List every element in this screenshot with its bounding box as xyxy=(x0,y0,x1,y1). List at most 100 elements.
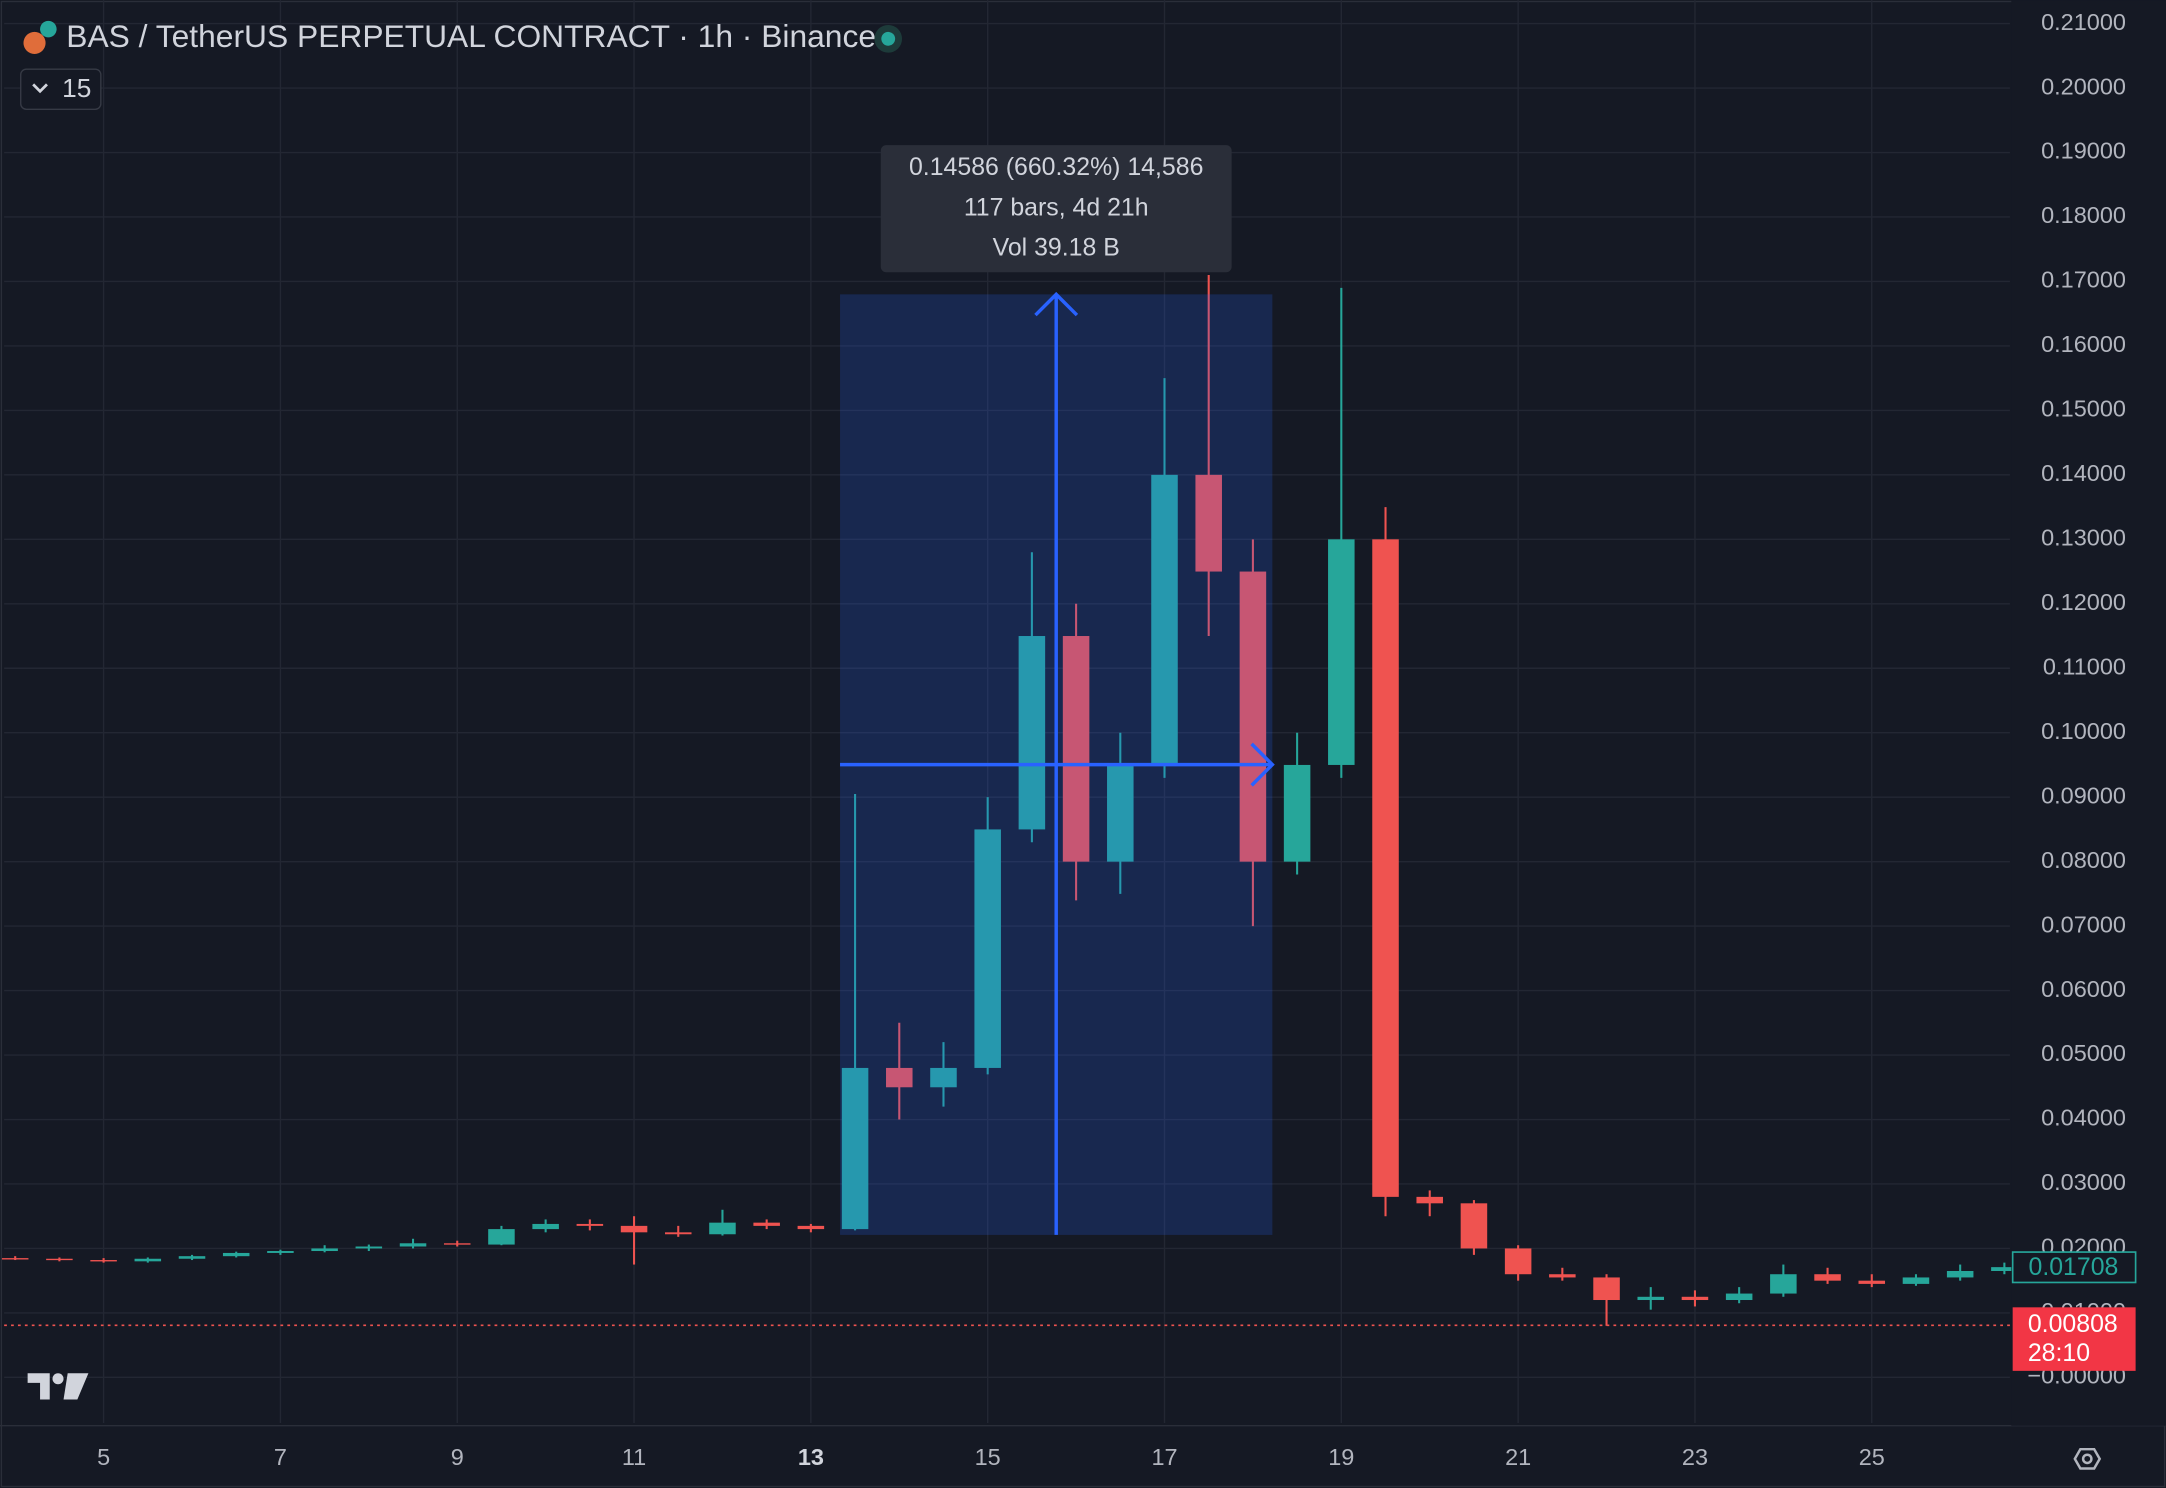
measure-tooltip xyxy=(880,145,1232,273)
candle-body xyxy=(620,1225,648,1233)
y-tick-label: 0.10000 xyxy=(2041,718,2126,744)
candle-body xyxy=(1593,1277,1620,1301)
candle-body xyxy=(46,1258,73,1261)
candle-body xyxy=(532,1223,559,1230)
y-tick-label: 0.08000 xyxy=(2041,847,2126,873)
candle-body xyxy=(267,1251,294,1253)
candle-body xyxy=(1681,1296,1709,1301)
candle-body xyxy=(134,1258,162,1262)
candle-body xyxy=(664,1232,692,1235)
mark-price-label: 0.00808 xyxy=(2028,1310,2118,1338)
y-tick-label: 0.21000 xyxy=(2041,9,2126,35)
candle-body xyxy=(886,1067,913,1088)
logo-part xyxy=(27,1373,50,1400)
y-tick-label: 0.16000 xyxy=(2041,331,2126,357)
x-tick-label: 11 xyxy=(622,1444,646,1470)
candle-body xyxy=(1549,1274,1576,1278)
candle-body xyxy=(709,1222,736,1235)
settings-button[interactable] xyxy=(2073,1447,2102,1470)
y-tick-label: 0.05000 xyxy=(2041,1040,2126,1066)
candle-body xyxy=(576,1223,604,1226)
y-tick-label: 0.17000 xyxy=(2041,267,2126,293)
x-tick-label: 25 xyxy=(1859,1444,1885,1470)
candle-body xyxy=(1637,1296,1665,1301)
indicators-count[interactable]: 15 xyxy=(62,73,91,103)
x-tick-label: 17 xyxy=(1151,1444,1177,1470)
candle-body xyxy=(1725,1293,1753,1301)
candle-body xyxy=(1195,474,1222,572)
y-tick-label: 0.11000 xyxy=(2043,653,2126,679)
x-tick-label: 9 xyxy=(451,1444,464,1470)
candle-body xyxy=(90,1260,117,1262)
candle-body xyxy=(1504,1248,1532,1275)
candle-body xyxy=(1062,636,1090,862)
price-axis-bg xyxy=(2011,0,2166,1426)
candle-body xyxy=(1991,1267,2018,1272)
y-tick-label: 0.13000 xyxy=(2041,525,2126,551)
candle-body xyxy=(1,1258,29,1260)
candle-body xyxy=(753,1222,780,1226)
candle-body xyxy=(1239,571,1267,862)
y-tick-label: 0.19000 xyxy=(2041,138,2126,164)
overlay-layer: 0.14586 (660.32%) 14,586 117 bars, 4d 21h… xyxy=(4,145,2010,1327)
candle-body xyxy=(1814,1274,1841,1281)
x-tick-label: 15 xyxy=(975,1444,1001,1470)
candle-body xyxy=(222,1252,250,1257)
candle-body xyxy=(797,1225,825,1230)
measure-text: 0.14586 (660.32%) 14,586 xyxy=(909,153,1203,181)
y-tick-label: 0.07000 xyxy=(2041,911,2126,937)
tradingview-logo xyxy=(27,1373,89,1400)
candle-body xyxy=(443,1243,471,1245)
y-tick-label: 0.18000 xyxy=(2041,202,2126,228)
last-price-label: 0.01708 xyxy=(2029,1253,2119,1281)
settings-icon[interactable] xyxy=(2081,1453,2093,1465)
candle-body xyxy=(1018,636,1046,830)
candle-body xyxy=(1372,539,1399,1197)
y-tick-label: 0.03000 xyxy=(2041,1169,2126,1195)
settings-icon[interactable] xyxy=(2073,1447,2102,1470)
mark-price-box xyxy=(2012,1307,2136,1371)
y-tick-label: 0.06000 xyxy=(2041,976,2126,1002)
y-tick-label: 0.20000 xyxy=(2041,73,2126,99)
candle-body xyxy=(311,1248,338,1252)
y-tick-label: 0.04000 xyxy=(2041,1105,2126,1131)
candle-body xyxy=(1107,764,1134,862)
measure-arrow-right xyxy=(1250,742,1275,787)
candle-body xyxy=(1858,1280,1886,1284)
x-tick-label: 7 xyxy=(274,1444,287,1470)
candle-body xyxy=(1946,1271,1974,1278)
candle-body xyxy=(1283,764,1311,862)
measure-text: Vol 39.18 B xyxy=(993,233,1120,261)
logo-part xyxy=(52,1373,64,1385)
y-tick-label: 0.14000 xyxy=(2041,460,2126,486)
logo-part xyxy=(63,1373,89,1400)
y-tick-label: 0.15000 xyxy=(2041,396,2126,422)
candle-body xyxy=(1902,1277,1930,1284)
measure-arrow-up xyxy=(1034,291,1079,317)
candle-body xyxy=(930,1067,957,1088)
candle-body xyxy=(1328,539,1355,765)
candle-body xyxy=(1770,1274,1797,1294)
coin-icon xyxy=(23,31,46,55)
axes-layer: −0.000000.010000.020000.030000.040000.05… xyxy=(97,9,2137,1470)
indicators-toggle[interactable] xyxy=(20,68,102,110)
symbol-icon xyxy=(23,20,57,55)
chart-title: BAS / TetherUS PERPETUAL CONTRACT · 1h ·… xyxy=(66,18,876,54)
coin-icon xyxy=(40,20,57,38)
x-tick-label: 23 xyxy=(1682,1444,1708,1470)
status-dot xyxy=(881,31,896,46)
plot-layer xyxy=(1,275,2018,1326)
candle-body xyxy=(178,1256,206,1259)
last-price-box xyxy=(2011,1251,2137,1284)
y-tick-label: 0.09000 xyxy=(2041,782,2126,808)
candle-body xyxy=(1416,1196,1443,1204)
candle-body xyxy=(488,1229,515,1245)
candle-body xyxy=(841,1067,869,1230)
candle-body xyxy=(1151,474,1178,765)
x-tick-label: 5 xyxy=(97,1444,110,1470)
candle-body xyxy=(1460,1203,1488,1249)
x-tick-label: 13 xyxy=(798,1444,824,1470)
candle-body xyxy=(974,829,1001,1068)
